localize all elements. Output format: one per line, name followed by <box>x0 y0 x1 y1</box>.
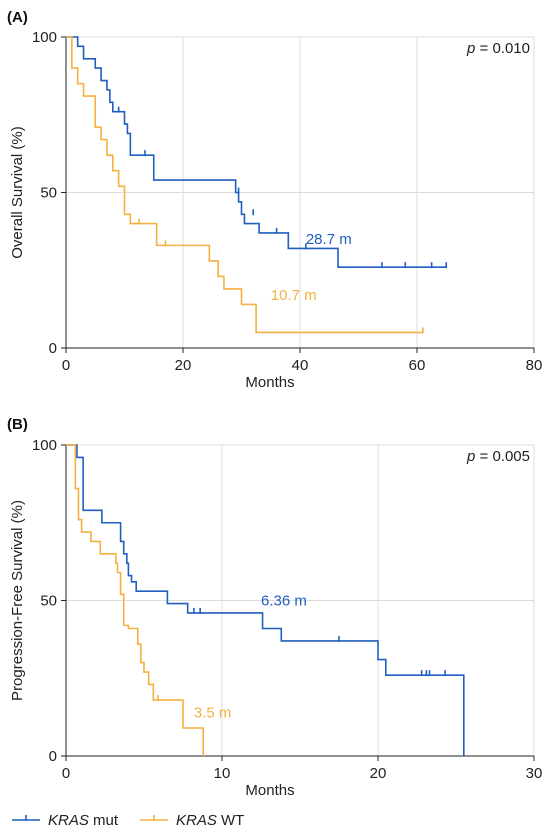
x-tick-label: 0 <box>62 765 70 782</box>
median-label-wt: 3.5 m <box>194 704 232 721</box>
x-axis-title: Months <box>245 782 294 799</box>
y-tick-label: 100 <box>32 29 57 46</box>
x-tick-label: 40 <box>292 357 309 374</box>
panel-label: (A) <box>7 9 28 26</box>
y-tick-label: 0 <box>49 340 57 357</box>
x-tick-label: 10 <box>214 765 231 782</box>
legend-entry: KRAS WT <box>176 812 244 829</box>
x-tick-label: 0 <box>62 357 70 374</box>
p-value: p = 0.005 <box>466 448 530 465</box>
panel-b-progression-free-survival: 0 10 20 30 0 50 100 Months Progression-Free Surv… <box>7 416 542 799</box>
y-tick-label: 0 <box>49 748 57 765</box>
km-curve-mut <box>66 36 447 268</box>
y-tick-label: 50 <box>40 593 57 610</box>
y-tick-label: 50 <box>40 185 57 202</box>
x-axis-title: Months <box>245 374 294 391</box>
x-tick-label: 30 <box>526 765 543 782</box>
legend: KRAS mut KRAS WT <box>12 812 244 829</box>
median-label-mut: 28.7 m <box>306 231 352 248</box>
x-tick-label: 20 <box>175 357 192 374</box>
km-curve-wt <box>66 36 423 334</box>
median-label-mut: 6.36 m <box>261 593 307 610</box>
panel-a-overall-survival: 0 20 40 60 80 0 50 100 Months Overall Survival (%… <box>7 9 542 391</box>
km-curve-mut <box>66 444 465 756</box>
y-axis-title: Progression-Free Survival (%) <box>9 500 26 701</box>
panel-label: (B) <box>7 416 28 433</box>
y-tick-label: 100 <box>32 437 57 454</box>
x-tick-label: 60 <box>409 357 426 374</box>
median-label-wt: 10.7 m <box>271 287 317 304</box>
y-axis-title: Overall Survival (%) <box>9 126 26 259</box>
x-tick-label: 80 <box>526 357 543 374</box>
legend-entry: KRAS mut <box>48 812 119 829</box>
km-curve-wt <box>66 444 205 756</box>
x-tick-label: 20 <box>370 765 387 782</box>
p-value: p = 0.010 <box>466 40 530 57</box>
